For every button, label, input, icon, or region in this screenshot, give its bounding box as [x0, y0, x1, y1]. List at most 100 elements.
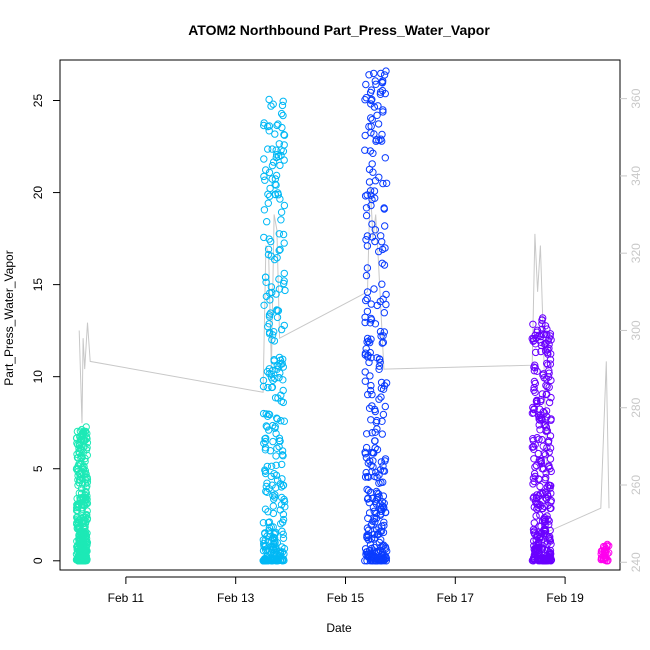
- data-point: [365, 404, 374, 412]
- data-point: [272, 429, 280, 438]
- x-tick-label: Feb 11: [108, 591, 145, 605]
- data-point: [366, 187, 375, 195]
- data-point: [270, 545, 278, 553]
- data-point: [363, 232, 372, 240]
- data-point: [369, 168, 377, 176]
- data-point: [364, 459, 372, 467]
- data-point: [262, 278, 270, 286]
- data-point: [545, 398, 554, 407]
- data-point: [364, 486, 373, 495]
- data-point: [279, 111, 287, 120]
- data-point: [537, 456, 545, 465]
- data-point: [377, 510, 385, 518]
- data-point: [259, 376, 268, 385]
- data-point: [269, 491, 277, 500]
- data-point: [369, 463, 377, 471]
- data-point: [279, 376, 287, 384]
- data-point: [259, 546, 268, 555]
- data-point: [375, 365, 383, 373]
- data-point: [367, 488, 375, 497]
- data-point: [378, 430, 386, 438]
- data-point: [530, 405, 538, 413]
- data-point: [379, 106, 387, 114]
- data-point: [530, 469, 539, 478]
- data-point: [529, 320, 537, 328]
- data-point: [531, 463, 539, 471]
- data-point: [264, 383, 272, 392]
- data-point: [279, 534, 288, 542]
- data-point: [361, 318, 369, 327]
- data-point: [269, 509, 278, 518]
- data-point: [371, 320, 380, 328]
- data-point: [531, 364, 539, 372]
- data-point: [363, 294, 371, 303]
- data-point: [377, 69, 385, 78]
- data-point: [372, 526, 381, 534]
- data-point: [261, 469, 270, 478]
- data-point: [279, 97, 287, 106]
- data-point: [541, 347, 550, 355]
- data-point: [380, 261, 389, 269]
- data-point: [541, 526, 549, 534]
- data-point: [535, 475, 543, 483]
- data-point: [362, 468, 370, 477]
- data-point: [264, 199, 272, 207]
- data-point: [265, 485, 273, 493]
- data-point: [273, 365, 281, 373]
- data-point: [538, 415, 546, 424]
- data-point: [267, 462, 276, 470]
- x-tick-label: Feb 19: [546, 591, 584, 605]
- data-point: [544, 533, 553, 542]
- data-point: [533, 491, 541, 499]
- data-point: [541, 451, 550, 459]
- data-point: [361, 96, 369, 104]
- data-point: [280, 131, 289, 139]
- data-point: [270, 495, 278, 503]
- data-point: [270, 470, 278, 478]
- data-point: [379, 467, 387, 475]
- data-point: [530, 383, 538, 392]
- data-point: [76, 432, 84, 441]
- data-point: [366, 88, 375, 97]
- data-point: [73, 506, 82, 514]
- data-point: [361, 448, 369, 456]
- data-point: [267, 523, 275, 531]
- data-point: [266, 309, 275, 317]
- data-point: [74, 503, 82, 511]
- data-point: [375, 395, 383, 403]
- data-point: [380, 499, 388, 507]
- data-point: [275, 246, 283, 255]
- data-point: [381, 244, 389, 252]
- data-point: [278, 360, 286, 368]
- data-point: [76, 540, 84, 548]
- data-point: [80, 553, 89, 561]
- data-point: [540, 557, 549, 565]
- data-point: [381, 222, 389, 230]
- data-point: [545, 448, 553, 456]
- data-point: [265, 328, 274, 337]
- data-point: [601, 549, 609, 557]
- data-point: [542, 407, 551, 415]
- data-point: [276, 356, 285, 364]
- data-point: [83, 434, 91, 443]
- data-point: [362, 204, 371, 212]
- data-point: [382, 290, 390, 299]
- data-point: [364, 337, 373, 345]
- data-point: [271, 130, 279, 138]
- data-point: [365, 509, 374, 517]
- data-point: [275, 437, 284, 445]
- data-point: [366, 541, 375, 549]
- data-point: [261, 176, 269, 184]
- data-point: [381, 455, 390, 463]
- data-point: [535, 543, 543, 552]
- data-point: [361, 368, 369, 376]
- data-point: [363, 242, 372, 250]
- data-point: [542, 423, 551, 431]
- data-point: [271, 374, 279, 383]
- data-point: [546, 533, 554, 541]
- chart-title: ATOM2 Northbound Part_Press_Water_Vapor: [188, 22, 490, 38]
- data-point: [367, 521, 375, 529]
- data-point: [367, 300, 375, 308]
- data-point: [277, 151, 285, 160]
- data-point: [365, 358, 373, 367]
